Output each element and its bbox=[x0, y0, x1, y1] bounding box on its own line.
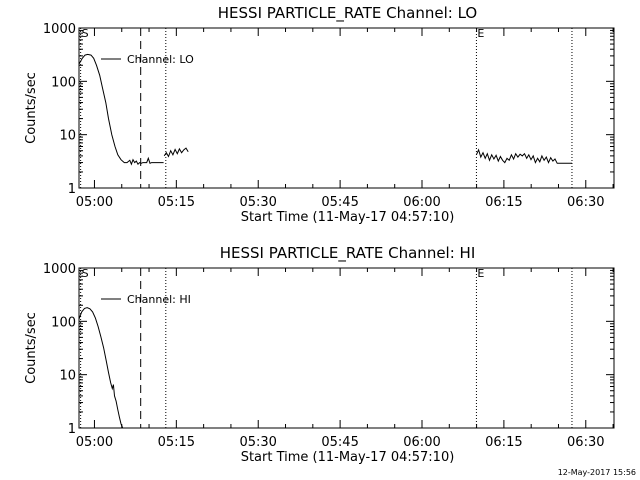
x-tick-label: 05:00 bbox=[76, 195, 113, 210]
x-tick-label: 06:30 bbox=[567, 195, 604, 210]
chart-panel-2: HESSI PARTICLE_RATE Channel: HI 1 10 100 100… bbox=[24, 244, 615, 465]
series-line bbox=[163, 147, 189, 158]
x-axis-label: Start Time (11-May-17 04:57:10) bbox=[241, 210, 455, 225]
y-tick-label: 100 bbox=[51, 75, 76, 90]
legend-label: Channel: HI bbox=[127, 293, 191, 306]
y-tick-label: 1000 bbox=[43, 22, 76, 37]
x-tick-label: 05:15 bbox=[158, 435, 195, 450]
legend-label: Channel: LO bbox=[127, 53, 194, 66]
series-line bbox=[79, 53, 164, 166]
marker-label: E bbox=[477, 27, 484, 40]
plot-frame bbox=[78, 27, 615, 189]
x-tick-label: 06:15 bbox=[485, 435, 522, 450]
y-tick-label: 10 bbox=[59, 129, 76, 144]
x-tick-label: 06:15 bbox=[485, 195, 522, 210]
y-tick-label: 1 bbox=[68, 422, 76, 437]
series-line bbox=[475, 148, 572, 164]
plot-frame bbox=[78, 267, 615, 429]
x-tick-label: 06:30 bbox=[567, 435, 604, 450]
x-tick-label: 05:30 bbox=[239, 195, 276, 210]
marker-label: E bbox=[477, 267, 484, 280]
marker-label: S bbox=[82, 27, 89, 40]
chart-title: HESSI PARTICLE_RATE Channel: LO bbox=[218, 4, 477, 23]
marker-label: S bbox=[82, 267, 89, 280]
chart-title: HESSI PARTICLE_RATE Channel: HI bbox=[220, 244, 476, 263]
x-tick-label: 05:45 bbox=[321, 195, 358, 210]
x-tick-label: 06:00 bbox=[403, 435, 440, 450]
chart-panel-1: HESSI PARTICLE_RATE Channel: LO 1 10 100 100… bbox=[24, 4, 615, 225]
y-tick-label: 100 bbox=[51, 315, 76, 330]
x-tick-label: 05:30 bbox=[239, 435, 276, 450]
x-axis-label: Start Time (11-May-17 04:57:10) bbox=[241, 450, 455, 465]
series-line bbox=[79, 307, 124, 428]
x-tick-label: 06:00 bbox=[403, 195, 440, 210]
x-tick-label: 05:00 bbox=[76, 435, 113, 450]
x-tick-label: 05:15 bbox=[158, 195, 195, 210]
footer-timestamp: 12-May-2017 15:56 bbox=[558, 468, 636, 477]
y-tick-label: 1 bbox=[68, 182, 76, 197]
y-tick-label: 10 bbox=[59, 369, 76, 384]
y-tick-label: 1000 bbox=[43, 262, 76, 277]
x-tick-label: 05:45 bbox=[321, 435, 358, 450]
y-axis-label: Counts/sec bbox=[24, 72, 39, 144]
y-axis-label: Counts/sec bbox=[24, 312, 39, 384]
